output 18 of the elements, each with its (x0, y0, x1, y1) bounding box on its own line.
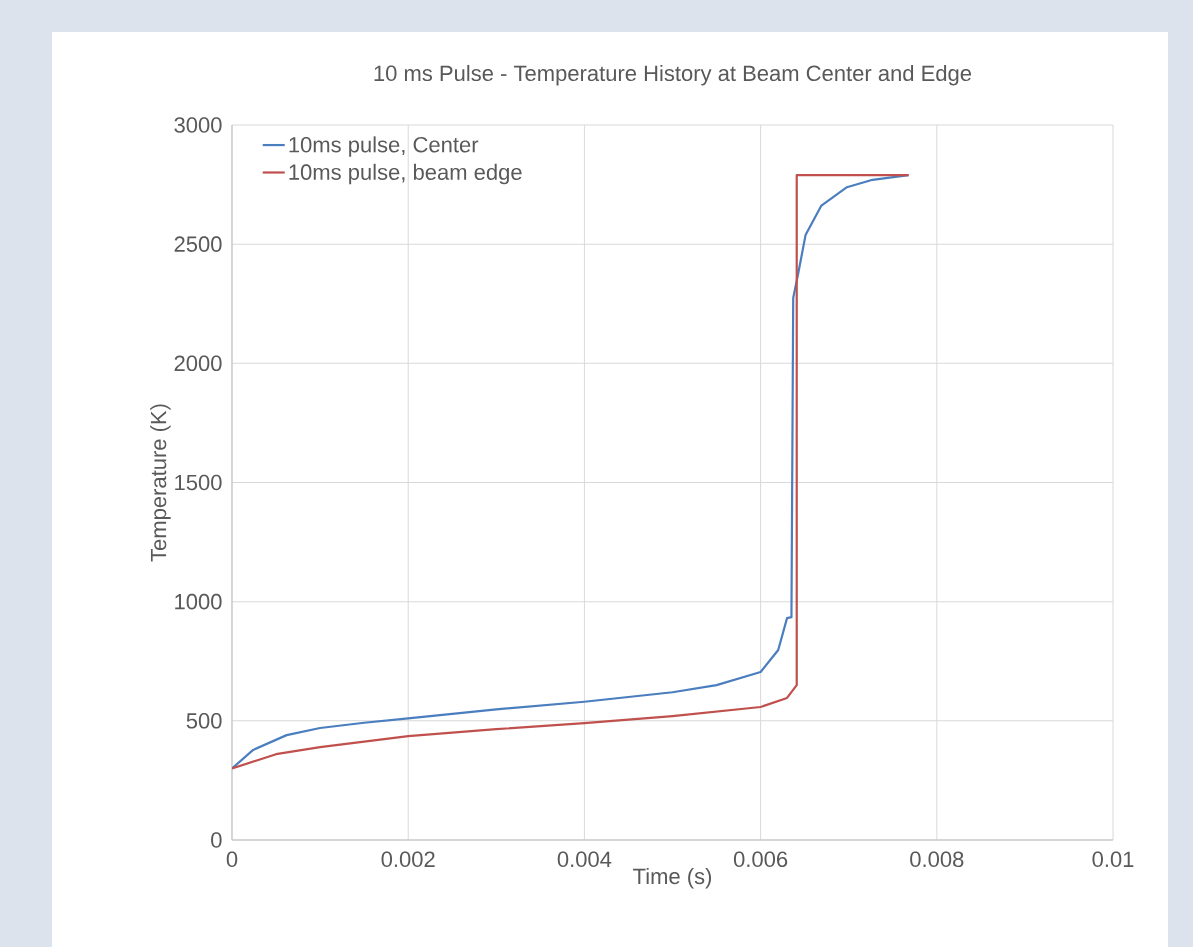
y-tick-label: 2000 (174, 355, 222, 372)
x-tick-label: 0.006 (733, 851, 788, 868)
y-tick-label: 2500 (174, 236, 222, 252)
chart-title: 10 ms Pulse - Temperature History at Beam Center and Edge (374, 64, 972, 86)
y-tick-label: 1500 (175, 474, 222, 491)
x-tick-label: 0.008 (910, 851, 964, 868)
y-axis-title: Temperature (K) (150, 404, 171, 562)
y-tick-label: 0 (211, 832, 222, 848)
y-tick-label: 3000 (174, 117, 222, 133)
x-axis-title: Time (s) (633, 867, 712, 889)
x-tick-label: 0 (226, 851, 238, 868)
y-tick-label: 500 (186, 713, 222, 729)
x-tick-label: 0.004 (557, 851, 612, 868)
x-tick-label: 0.002 (381, 851, 435, 868)
x-tick-label: 0.01 (1092, 851, 1134, 868)
y-tick-label: 1000 (175, 593, 222, 610)
legend-label: 10ms pulse, Center (289, 136, 479, 157)
legend-label: 10ms pulse, beam edge (289, 163, 522, 185)
